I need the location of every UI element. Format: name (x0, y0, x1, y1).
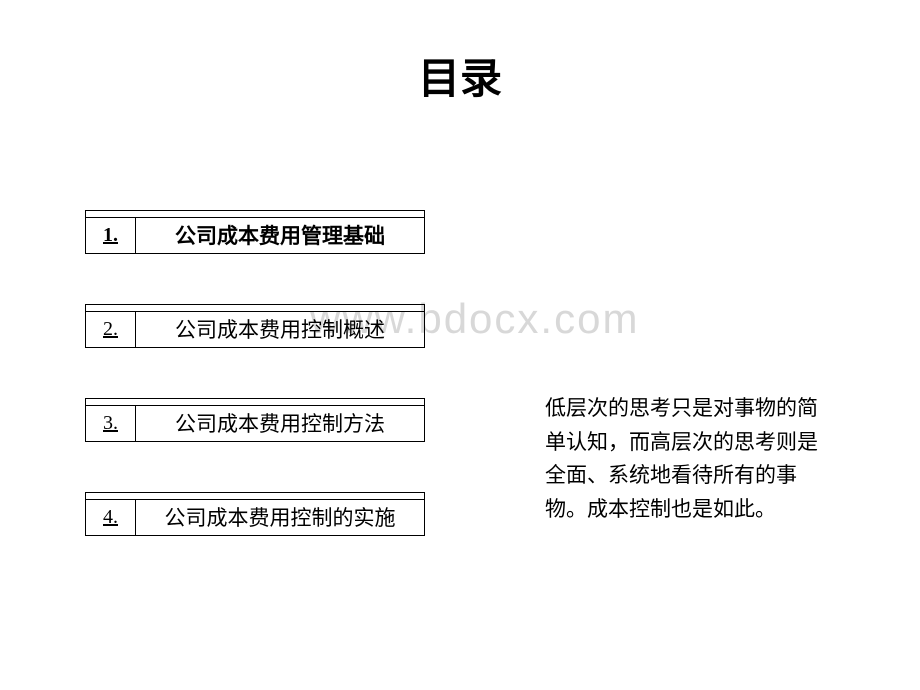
toc-item-content: 1. 公司成本费用管理基础 (86, 217, 424, 253)
toc-number: 1. (86, 217, 136, 253)
toc-item: 2. 公司成本费用控制概述 (85, 304, 425, 348)
page-title: 目录 (0, 45, 920, 106)
toc-text: 公司成本费用管理基础 (136, 220, 424, 250)
toc-item-content: 2. 公司成本费用控制概述 (86, 311, 424, 347)
side-paragraph: 低层次的思考只是对事物的简单认知，而高层次的思考则是全面、系统地看待所有的事物。… (545, 392, 835, 526)
toc-text: 公司成本费用控制概述 (136, 314, 424, 344)
toc-number: 4. (86, 499, 136, 535)
toc-container: 1. 公司成本费用管理基础 2. 公司成本费用控制概述 3. 公司成本费用控制方… (85, 210, 425, 586)
toc-number: 2. (86, 311, 136, 347)
toc-number: 3. (86, 405, 136, 441)
toc-item-content: 3. 公司成本费用控制方法 (86, 405, 424, 441)
toc-item: 1. 公司成本费用管理基础 (85, 210, 425, 254)
toc-text: 公司成本费用控制的实施 (136, 502, 424, 532)
toc-item-content: 4. 公司成本费用控制的实施 (86, 499, 424, 535)
toc-item: 3. 公司成本费用控制方法 (85, 398, 425, 442)
toc-text: 公司成本费用控制方法 (136, 408, 424, 438)
toc-item: 4. 公司成本费用控制的实施 (85, 492, 425, 536)
